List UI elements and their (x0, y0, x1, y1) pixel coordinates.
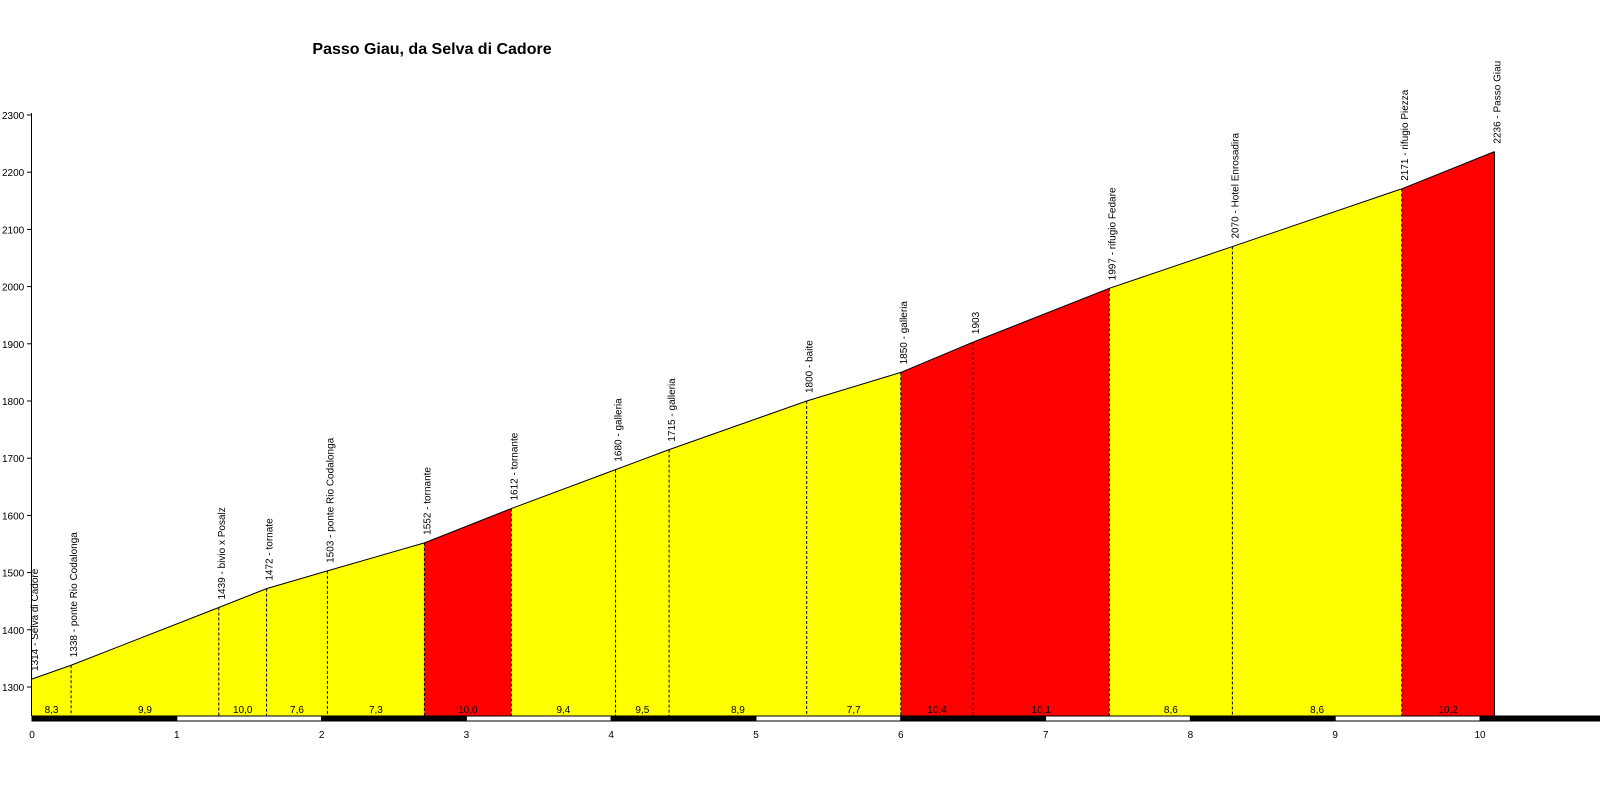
y-tick-label-1: 1300 (2, 683, 25, 694)
point-label-9: 1715 - galleria (667, 378, 678, 442)
x-tick-label-8: 7 (1043, 730, 1049, 741)
y-tick-label-9: 2100 (2, 225, 25, 236)
point-label-14: 2070 - Hotel Enrosadira (1230, 133, 1241, 239)
x-tick-label-7: 6 (898, 730, 904, 741)
km-bar-3 (321, 715, 467, 722)
profile-outline (31, 151, 1495, 680)
gradient-label-11: 10,4 (927, 705, 947, 716)
profile-segment-4 (266, 570, 328, 716)
km-bar-11 (1479, 715, 1600, 722)
point-label-15: 2171 - rifugio Piezza (1400, 89, 1411, 181)
point-label-1: 1314 - Selva di Cadore (30, 568, 41, 671)
y-tick-label-3: 1500 (2, 569, 25, 580)
gradient-label-14: 8,6 (1310, 705, 1324, 716)
profile-segment-5 (327, 542, 425, 716)
km-bar-5 (610, 715, 757, 722)
x-axis: 0 1 2 3 4 5 6 7 8 9 10 (29, 715, 1600, 741)
profile-segment-8 (615, 449, 670, 716)
y-axis: 1300 1400 1500 1600 1700 1800 1900 2000 2100 2200… (2, 111, 32, 716)
point-label-5: 1503 - ponte Rio Codalonga (325, 437, 336, 563)
point-label-16: 2236 - Passo Giau (1492, 61, 1503, 144)
gradient-label-12: 10,1 (1032, 705, 1052, 716)
point-label-6: 1552 - tornante (422, 467, 433, 535)
profile-segment-6 (424, 508, 512, 716)
point-label-2: 1338 - ponte Rio Codalonga (69, 532, 80, 658)
profile-segment-9 (669, 401, 807, 716)
profile-fill-group (32, 151, 1495, 717)
y-tick-label-6: 1800 (2, 397, 25, 408)
marker-line-group (70, 188, 1403, 716)
profile-outline-group (31, 151, 1495, 716)
km-bar-2 (176, 715, 323, 722)
profile-segment-1 (32, 665, 72, 716)
km-bar-6 (755, 715, 902, 722)
profile-segment-10 (806, 372, 901, 716)
x-tick-label-4: 3 (464, 730, 470, 741)
gradient-label-10: 7,7 (847, 705, 861, 716)
gradient-label-5: 7,3 (369, 705, 383, 716)
x-tick-label-10: 9 (1332, 730, 1338, 741)
gradient-label-group: 8,3 9,9 10,0 7,6 7,3 10,0 9,4 9,5 8,9 7,7 10,4 10,1… (45, 705, 1459, 716)
point-label-3: 1439 - bivio x Posalz (217, 507, 228, 599)
km-bar-1 (31, 715, 178, 722)
km-bar-7 (900, 715, 1047, 722)
point-label-10: 1800 - baite (805, 340, 816, 393)
point-label-12: 1903 (971, 311, 982, 334)
gradient-label-9: 8,9 (731, 705, 745, 716)
y-tick-label-11: 2300 (2, 111, 25, 122)
gradient-label-6: 10,0 (458, 705, 478, 716)
x-tick-label-3: 2 (319, 730, 325, 741)
profile-segment-7 (511, 469, 616, 716)
y-tick-label-7: 1900 (2, 340, 25, 351)
point-label-4: 1472 - tornate (265, 518, 276, 581)
gradient-label-7: 9,4 (556, 705, 570, 716)
profile-segment-3 (218, 588, 267, 716)
gradient-label-1: 8,3 (45, 705, 59, 716)
gradient-label-8: 9,5 (635, 705, 649, 716)
point-label-13: 1997 - rifugio Fedare (1107, 187, 1118, 280)
y-tick-label-8: 2000 (2, 283, 25, 294)
gradient-label-13: 8,6 (1164, 705, 1178, 716)
km-bar-4 (465, 715, 612, 722)
profile-segment-2 (71, 607, 219, 716)
point-label-group: 1314 - Selva di Cadore 1338 - ponte Rio C… (30, 61, 1503, 671)
profile-segment-14 (1232, 188, 1402, 717)
x-tick-label-1: 0 (29, 730, 35, 741)
km-bar-10 (1334, 715, 1481, 722)
gradient-label-4: 7,6 (290, 705, 304, 716)
gradient-label-2: 9,9 (138, 705, 152, 716)
profile-segment-11 (900, 342, 974, 716)
y-tick-label-4: 1600 (2, 511, 25, 522)
chart-title: Passo Giau, da Selva di Cadore (312, 41, 551, 58)
y-tick-label-2: 1400 (2, 626, 25, 637)
km-bar-9 (1189, 715, 1336, 722)
x-tick-label-6: 5 (753, 730, 759, 741)
point-label-8: 1680 - galleria (614, 398, 625, 462)
y-tick-label-5: 1700 (2, 454, 25, 465)
profile-segment-15 (1401, 151, 1495, 716)
profile-segment-13 (1109, 246, 1233, 716)
profile-segment-12 (973, 288, 1110, 716)
point-label-7: 1612 - tornante (509, 432, 520, 500)
gradient-label-15: 10,2 (1438, 705, 1458, 716)
y-tick-label-10: 2200 (2, 168, 25, 179)
km-bar-8 (1045, 715, 1191, 722)
point-label-11: 1850 - galleria (899, 301, 910, 365)
x-tick-label-11: 10 (1474, 730, 1486, 741)
x-tick-label-5: 4 (608, 730, 614, 741)
x-tick-label-2: 1 (174, 730, 180, 741)
x-tick-label-9: 8 (1188, 730, 1194, 741)
gradient-label-3: 10,0 (233, 705, 253, 716)
